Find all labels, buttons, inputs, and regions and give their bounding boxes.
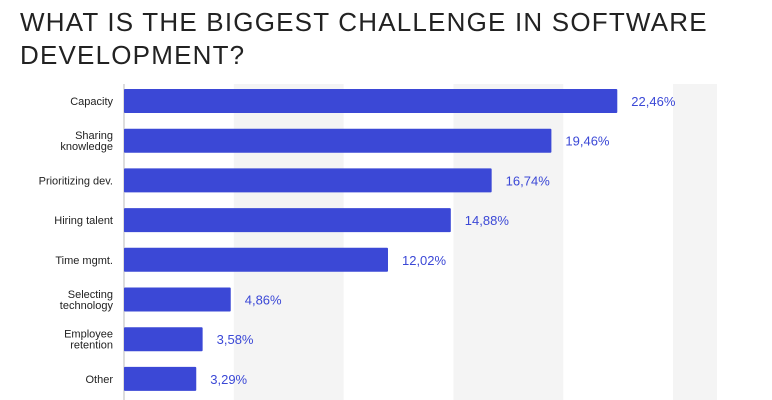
bar (124, 247, 388, 272)
bar (124, 327, 203, 352)
category-label: retention (70, 340, 113, 352)
value-label: 12,02% (402, 253, 447, 268)
grid-band (673, 84, 717, 400)
value-label: 4,86% (245, 293, 282, 308)
bar (124, 366, 197, 391)
bar (124, 208, 451, 233)
bar (124, 287, 231, 312)
category-label: technology (60, 300, 114, 312)
category-label: Hiring talent (54, 215, 113, 227)
value-label: 19,46% (565, 134, 610, 149)
bar (124, 128, 552, 153)
category-label: Prioritizing dev. (39, 175, 113, 187)
category-label: Selecting (68, 289, 113, 301)
chart-title: WHAT IS THE BIGGEST CHALLENGE IN SOFTWAR… (20, 7, 708, 70)
category-label: Employee (64, 329, 113, 341)
category-label: Capacity (70, 96, 113, 108)
category-label: Sharing (75, 130, 113, 142)
value-label: 3,29% (210, 372, 247, 387)
bar (124, 89, 618, 113)
category-label: knowledge (60, 141, 113, 153)
value-label: 3,58% (217, 332, 254, 347)
bar (124, 168, 492, 193)
value-label: 22,46% (631, 94, 676, 109)
category-label: Other (85, 374, 113, 386)
value-label: 14,88% (465, 213, 510, 228)
category-label: Time mgmt. (55, 255, 113, 267)
value-label: 16,74% (506, 173, 551, 188)
